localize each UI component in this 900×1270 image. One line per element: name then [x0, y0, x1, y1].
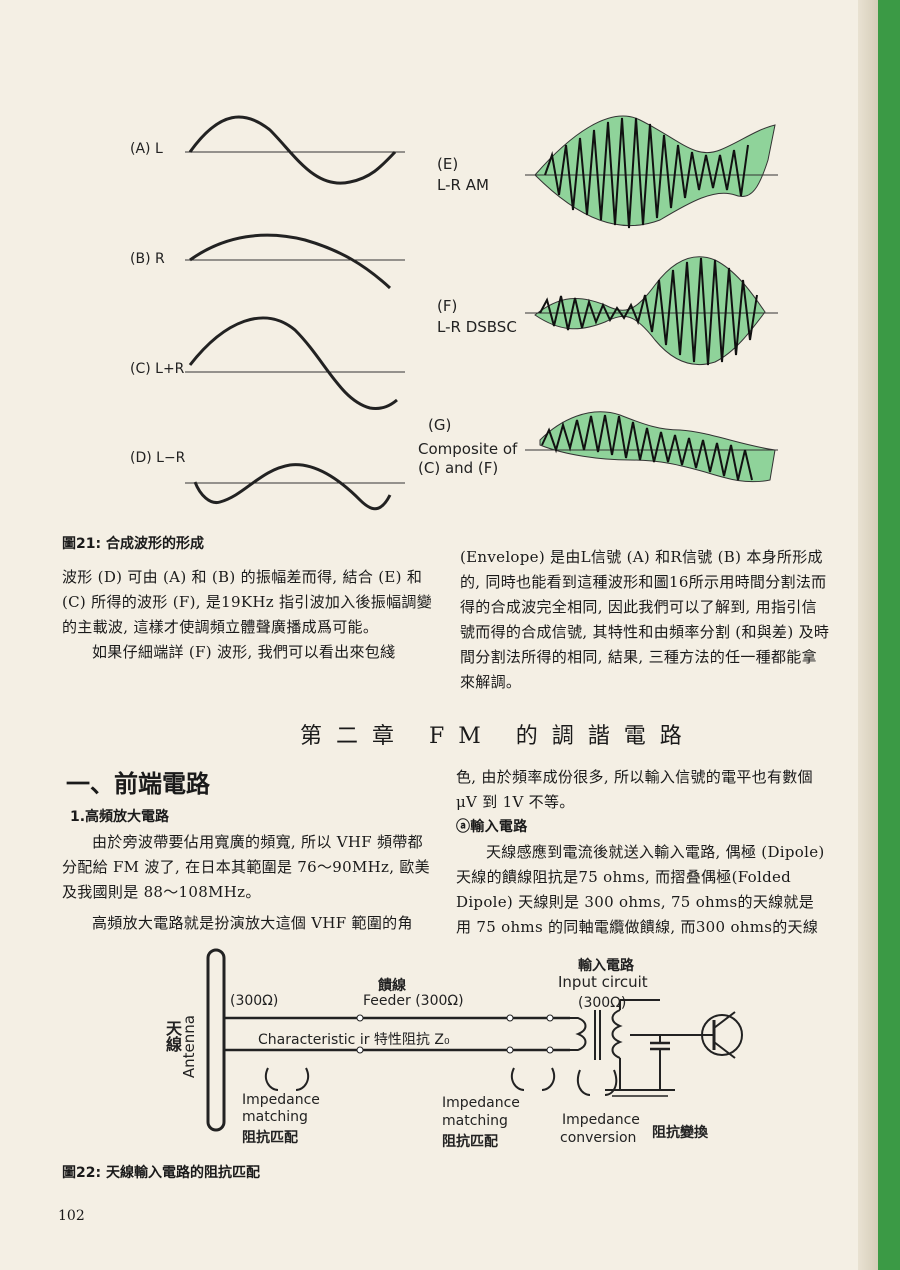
waveform-b-r [189, 233, 392, 290]
book-page [0, 0, 880, 1270]
antenna-label-en: Antenna [180, 1015, 198, 1079]
impedance-matching-1-line1: Impedance [242, 1092, 320, 1108]
characteristic-impedance-label: Characteristic ir 特性阻抗 Z₀ [258, 1032, 450, 1048]
terminal [506, 1046, 514, 1054]
impedance-arrow [576, 1069, 618, 1096]
antenna-ohm-label: (300Ω) [230, 993, 279, 1009]
impedance-matching-1-cn: 阻抗匹配 [242, 1130, 298, 1146]
label-a: (A) L [130, 141, 163, 157]
label-f-code: (F) [437, 297, 458, 315]
figure22-antenna-circuit [206, 948, 743, 1132]
figure21-caption: 圖21: 合成波形的形成 [62, 536, 204, 552]
terminal [506, 1014, 514, 1022]
feeder-label-en: Feeder (300Ω) [363, 993, 464, 1009]
input-circuit-ohm-label: (300Ω) [578, 995, 627, 1011]
input-circuit-label-cn: 輸入電路 [578, 958, 634, 974]
input-circuit-label-en: Input circuit [558, 973, 648, 991]
section-title: 一、前端電路 [66, 770, 210, 798]
label-b: (B) R [130, 251, 165, 267]
envelope-f [534, 256, 766, 366]
figure22-caption: 圖22: 天線輸入電路的阻抗匹配 [62, 1165, 260, 1181]
terminal [356, 1014, 364, 1022]
label-g-line1: Composite of [418, 440, 518, 458]
label-d: (D) L−R [130, 450, 186, 466]
left-body-paragraph-1: 由於旁波帶要佔用寬廣的頻寬, 所以 VHF 頻帶都分配給 FM 波了, 在日本其… [62, 833, 430, 901]
right-paragraph-1: (Envelope) 是由L信號 (A) 和R信號 (B) 本身所形成的, 同時… [460, 548, 830, 691]
page-number: 102 [58, 1208, 85, 1224]
impedance-matching-2-cn: 阻抗匹配 [442, 1134, 498, 1150]
impedance-conversion-line2: conversion [560, 1130, 637, 1146]
impedance-arrow [510, 1067, 556, 1091]
label-g-line2: (C) and (F) [418, 459, 499, 477]
carrier-g [541, 414, 753, 481]
carrier-f [539, 257, 758, 366]
label-c: (C) L+R [130, 361, 185, 377]
left-column-lower: 由於旁波帶要佔用寬廣的頻寬, 所以 VHF 頻帶都分配給 FM 波了, 在日本其… [62, 830, 437, 936]
terminal [546, 1014, 554, 1022]
antenna-label-cn: 天線 [163, 1020, 182, 1052]
left-column-upper: 波形 (D) 可由 (A) 和 (B) 的振幅差而得, 結合 (E) 和 (C)… [62, 565, 437, 665]
green-background-edge [878, 0, 900, 1270]
label-f-name: L-R DSBSC [437, 318, 517, 336]
waveform-d-l-minus-r [193, 463, 392, 511]
impedance-matching-2-line1: Impedance [442, 1095, 520, 1111]
left-body-paragraph-2: 高頻放大電路就是扮演放大這個 VHF 範圍的角 [92, 914, 413, 932]
waveform-c-l-plus-r [188, 316, 398, 410]
label-g-code: (G) [428, 416, 452, 434]
input-circuit-subhead: ⓐ輸入電路 [456, 819, 528, 835]
left-paragraph-1: 波形 (D) 可由 (A) 和 (B) 的振幅差而得, 結合 (E) 和 (C)… [62, 568, 433, 636]
figure21-left-waveforms [185, 115, 405, 511]
chapter-title: 第二章 FM 的調諧電路 [300, 724, 696, 749]
terminal [546, 1046, 554, 1054]
envelope-e [534, 115, 776, 227]
transformer-secondary [611, 1009, 623, 1059]
antenna-element [206, 948, 226, 1132]
label-e-name: L-R AM [437, 176, 489, 194]
subsection-title: 1.高頻放大電路 [70, 809, 170, 825]
figure21-right-waveforms [525, 115, 778, 483]
right-column-lower: 色, 由於頻率成份很多, 所以輸入信號的電平也有數個 μV 到 1V 不等。 ⓐ… [456, 765, 828, 940]
terminal [356, 1046, 364, 1054]
impedance-arrow [264, 1067, 310, 1091]
transformer-primary [570, 1017, 587, 1051]
transistor-emitter [713, 1041, 736, 1059]
label-e-code: (E) [437, 155, 459, 173]
feeder-label-cn: 饋線 [378, 978, 406, 994]
right-body-paragraph-1: 色, 由於頻率成份很多, 所以輸入信號的電平也有數個 μV 到 1V 不等。 [456, 768, 813, 811]
left-paragraph-2: 如果仔細端詳 (F) 波形, 我們可以看出來包綫 [92, 643, 396, 661]
impedance-matching-1-line2: matching [242, 1109, 308, 1125]
impedance-conversion-line1: Impedance [562, 1112, 640, 1128]
impedance-matching-2-line2: matching [442, 1113, 508, 1129]
carrier-e [544, 117, 749, 229]
transistor-collector [713, 1011, 736, 1029]
impedance-conversion-cn: 阻抗變換 [652, 1125, 708, 1141]
right-column-upper: (Envelope) 是由L信號 (A) 和R信號 (B) 本身所形成的, 同時… [460, 545, 830, 695]
waveform-a-l [188, 115, 397, 185]
right-body-paragraph-2: 天線感應到電流後就送入輸入電路, 偶極 (Dipole)天線的饋線阻抗是75 o… [456, 843, 825, 936]
